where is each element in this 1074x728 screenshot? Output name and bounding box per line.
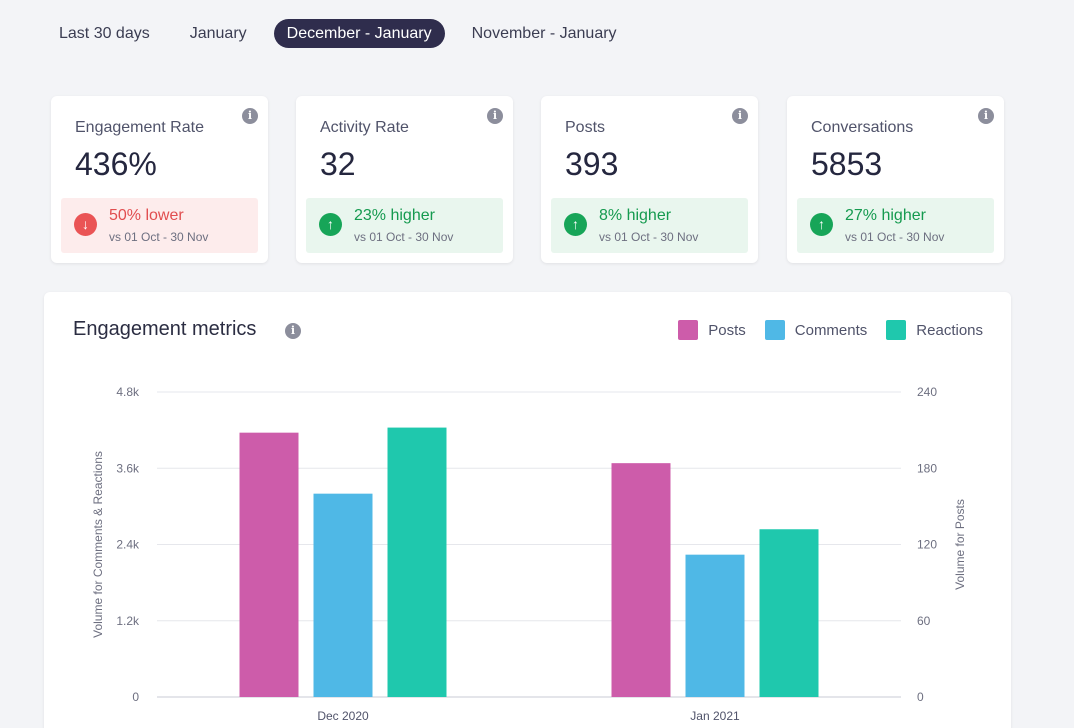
comparison-period: vs 01 Oct - 30 Nov [599,230,699,244]
info-icon[interactable]: i [487,108,503,124]
legend-swatch-reactions [886,320,907,340]
change-percent: 27% higher [845,207,926,224]
y-right-tick-label: 240 [917,385,937,399]
bar-posts [611,463,671,697]
engagement-bar-chart: 0 1.2k 2.4k 3.6k 4.8k 0 60 120 180 240 Volume for … [91,385,967,723]
tab-last-30-days[interactable]: Last 30 days [59,25,150,42]
y-left-axis-title: Volume for Comments & Reactions [91,451,105,638]
change-indicator: ↓ 50% lower vs 01 Oct - 30 Nov [61,198,258,253]
bar-posts [239,432,299,697]
tab-november-january[interactable]: November - January [471,25,617,42]
card-value: 5853 [811,146,883,182]
comparison-period: vs 01 Oct - 30 Nov [354,230,454,244]
change-percent: 50% lower [109,207,184,224]
arrow-up-icon: ↑ [564,213,587,236]
arrow-up-icon: ↑ [319,213,342,236]
change-indicator: ↑ 23% higher vs 01 Oct - 30 Nov [306,198,503,253]
y-left-tick-label: 0 [132,690,139,704]
posts-card: Posts i 393 ↑ 8% higher vs 01 Oct - 30 N… [541,96,758,263]
comparison-period: vs 01 Oct - 30 Nov [845,230,945,244]
card-title: Engagement Rate [75,119,204,136]
bar-comments [685,554,745,697]
card-value: 436% [75,146,157,182]
y-right-tick-label: 0 [917,690,924,704]
arrow-down-icon: ↓ [74,213,97,236]
card-title: Posts [565,119,606,136]
tab-december-january[interactable]: December - January [273,19,445,48]
legend-label: Reactions [916,321,983,339]
y-left-tick-label: 3.6k [116,461,140,475]
change-percent: 8% higher [599,207,672,224]
engagement-rate-card: Engagement Rate i 436% ↓ 50% lower vs 01… [51,96,268,263]
y-right-tick-label: 60 [917,614,931,628]
legend-swatch-posts [678,320,699,340]
card-title: Activity Rate [320,119,409,136]
legend-item-posts[interactable]: Posts [678,320,746,340]
change-indicator: ↑ 27% higher vs 01 Oct - 30 Nov [797,198,994,253]
y-right-axis-title: Volume for Posts [953,499,967,590]
legend-swatch-comments [764,320,785,340]
change-percent: 23% higher [354,207,435,224]
x-tick-label: Dec 2020 [317,709,369,723]
card-value: 393 [565,146,619,182]
legend-label: Comments [794,321,868,339]
conversations-card: Conversations i 5853 ↑ 27% higher vs 01 … [787,96,1004,263]
panel-title: Engagement metrics [73,318,257,340]
legend-item-comments[interactable]: Comments [764,320,868,340]
info-icon[interactable]: i [242,108,258,124]
y-right-tick-label: 180 [917,461,937,475]
y-left-tick-label: 4.8k [116,385,140,399]
legend-label: Posts [708,321,746,339]
card-value: 32 [320,146,356,182]
y-left-tick-label: 2.4k [116,538,140,552]
date-range-tabs: Last 30 days January December - January … [46,19,644,48]
change-indicator: ↑ 8% higher vs 01 Oct - 30 Nov [551,198,748,253]
arrow-up-icon: ↑ [810,213,833,236]
x-tick-label: Jan 2021 [690,709,740,723]
bar-comments [313,493,373,697]
y-right-tick-label: 120 [917,538,937,552]
y-left-tick-label: 1.2k [116,614,140,628]
card-title: Conversations [811,119,914,136]
info-icon[interactable]: i [285,323,301,339]
chart-legend: Posts Comments Reactions [659,320,983,340]
info-icon[interactable]: i [732,108,748,124]
info-icon[interactable]: i [978,108,994,124]
bar-reactions [387,427,447,697]
legend-item-reactions[interactable]: Reactions [886,320,983,340]
activity-rate-card: Activity Rate i 32 ↑ 23% higher vs 01 Oc… [296,96,513,263]
engagement-metrics-panel: Engagement metrics i Posts Comments Reac… [44,292,1011,728]
bar-reactions [759,529,819,697]
tab-january[interactable]: January [189,25,247,42]
comparison-period: vs 01 Oct - 30 Nov [109,230,209,244]
